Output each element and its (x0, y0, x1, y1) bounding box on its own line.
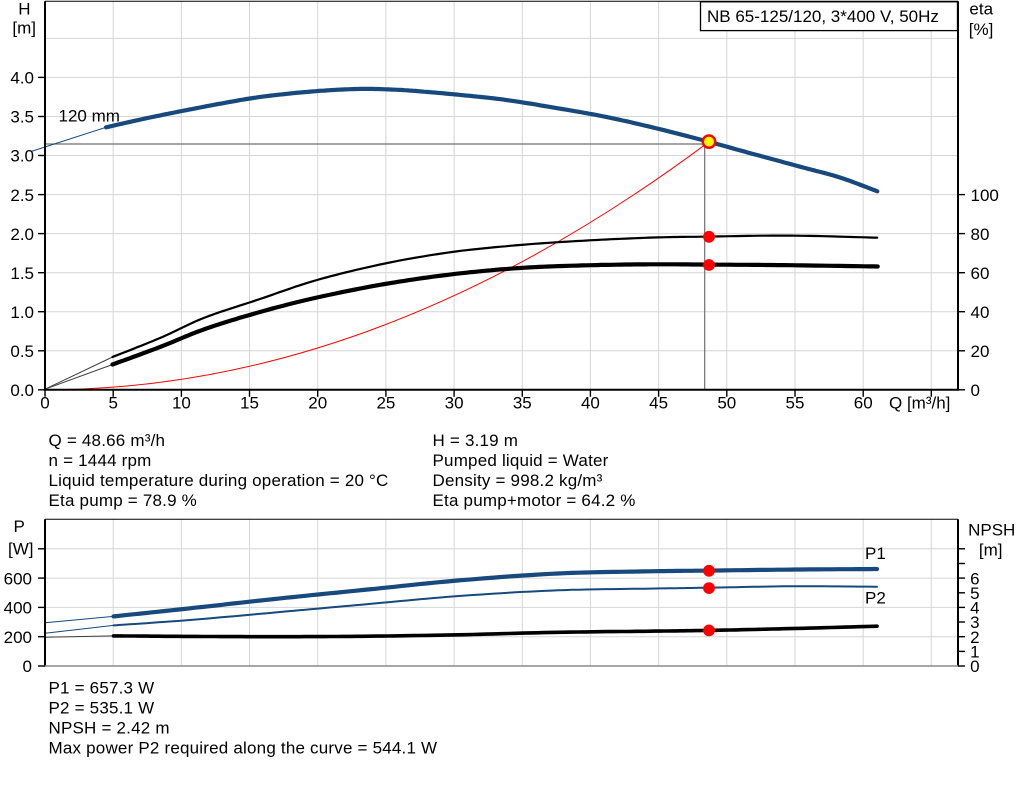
svg-text:Q = 48.66 m³/h: Q = 48.66 m³/h (49, 431, 166, 450)
svg-text:Eta pump = 78.9 %: Eta pump = 78.9 % (49, 491, 197, 510)
svg-text:45: 45 (649, 394, 668, 413)
svg-text:P1 = 657.3 W: P1 = 657.3 W (49, 679, 155, 698)
svg-text:40: 40 (971, 303, 990, 322)
svg-text:[W]: [W] (8, 539, 34, 558)
svg-text:1.0: 1.0 (10, 303, 34, 322)
svg-text:P2 = 535.1 W: P2 = 535.1 W (49, 699, 155, 718)
svg-text:200: 200 (4, 628, 32, 647)
svg-text:5: 5 (970, 584, 979, 603)
svg-text:35: 35 (513, 394, 532, 413)
svg-text:NPSH: NPSH (968, 520, 1015, 539)
svg-text:2.5: 2.5 (10, 186, 34, 205)
svg-text:Eta pump+motor = 64.2 %: Eta pump+motor = 64.2 % (433, 491, 636, 510)
svg-text:2.0: 2.0 (10, 225, 34, 244)
svg-text:0.0: 0.0 (10, 381, 34, 400)
svg-text:3.0: 3.0 (10, 147, 34, 166)
svg-text:2: 2 (970, 628, 979, 647)
svg-text:400: 400 (4, 599, 32, 618)
svg-text:H = 3.19 m: H = 3.19 m (433, 431, 519, 450)
svg-text:n = 1444 rpm: n = 1444 rpm (49, 451, 152, 470)
svg-text:0.5: 0.5 (10, 342, 34, 361)
svg-text:25: 25 (376, 394, 395, 413)
svg-text:6: 6 (970, 569, 979, 588)
svg-text:20: 20 (971, 342, 990, 361)
svg-text:NPSH = 2.42 m: NPSH = 2.42 m (49, 719, 170, 738)
svg-text:0: 0 (971, 381, 980, 400)
svg-text:40: 40 (581, 394, 600, 413)
svg-text:0: 0 (40, 394, 49, 413)
svg-text:10: 10 (172, 394, 191, 413)
svg-text:5: 5 (108, 394, 117, 413)
svg-text:80: 80 (971, 225, 990, 244)
svg-text:P2: P2 (865, 589, 886, 608)
svg-text:[m]: [m] (979, 540, 1003, 559)
svg-text:Pumped liquid = Water: Pumped liquid = Water (433, 451, 609, 470)
svg-text:0: 0 (23, 657, 32, 676)
svg-text:120 mm: 120 mm (59, 106, 120, 125)
svg-text:3.5: 3.5 (10, 108, 34, 127)
svg-text:60: 60 (854, 394, 873, 413)
svg-text:[m]: [m] (12, 19, 36, 38)
svg-text:NB 65-125/120, 3*400 V, 50Hz: NB 65-125/120, 3*400 V, 50Hz (707, 7, 939, 26)
svg-text:55: 55 (786, 394, 805, 413)
svg-text:20: 20 (308, 394, 327, 413)
svg-text:3: 3 (970, 613, 979, 632)
svg-text:Max power P2 required along th: Max power P2 required along the curve = … (49, 739, 438, 758)
svg-text:60: 60 (971, 264, 990, 283)
svg-text:[%]: [%] (969, 20, 994, 39)
svg-text:4: 4 (970, 599, 979, 618)
svg-text:30: 30 (445, 394, 464, 413)
svg-text:P: P (14, 517, 25, 536)
svg-text:1.5: 1.5 (10, 264, 34, 283)
svg-text:15: 15 (240, 394, 259, 413)
svg-text:1: 1 (970, 643, 979, 662)
svg-text:Liquid temperature during oper: Liquid temperature during operation = 20… (49, 471, 389, 490)
svg-text:Density = 998.2 kg/m³: Density = 998.2 kg/m³ (433, 471, 603, 490)
svg-text:Q [m³/h]: Q [m³/h] (889, 394, 950, 413)
svg-text:P1: P1 (865, 544, 886, 563)
svg-text:100: 100 (971, 186, 999, 205)
svg-text:4.0: 4.0 (10, 69, 34, 88)
svg-text:H: H (18, 0, 30, 19)
svg-text:50: 50 (717, 394, 736, 413)
svg-text:0: 0 (970, 657, 979, 676)
svg-text:eta: eta (969, 0, 993, 19)
svg-text:600: 600 (4, 569, 32, 588)
